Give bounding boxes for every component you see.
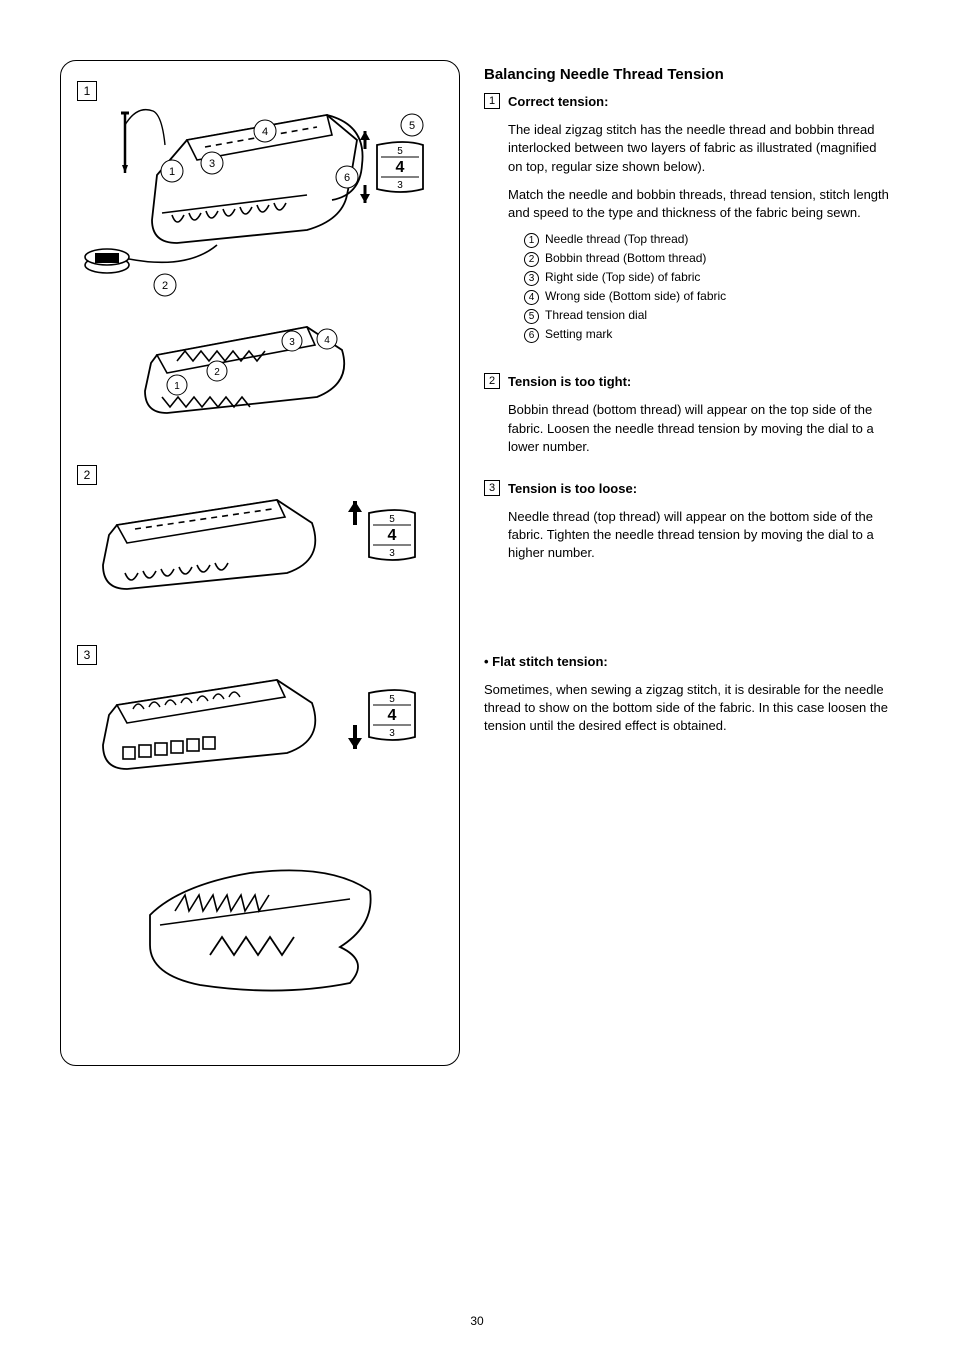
legend-item: 1Needle thread (Top thread) <box>524 232 894 248</box>
svg-text:5: 5 <box>389 694 395 705</box>
svg-text:6: 6 <box>344 172 350 184</box>
svg-text:5: 5 <box>397 146 403 157</box>
svg-text:2: 2 <box>162 280 168 292</box>
sec2-p2: Bobbin thread (bottom thread) will appea… <box>508 401 894 456</box>
figure-3: 3 <box>77 645 443 795</box>
figure-2-svg: 5 4 3 <box>77 485 437 615</box>
svg-text:4: 4 <box>388 527 397 544</box>
svg-text:2: 2 <box>214 367 220 378</box>
figures-panel: 1 <box>60 60 460 1066</box>
svg-text:4: 4 <box>396 159 405 176</box>
sec3-heading: Tension is too loose: <box>508 480 894 498</box>
svg-text:4: 4 <box>388 707 397 724</box>
figure-number-box: 1 <box>77 81 97 101</box>
legend-text: Bobbin thread (Bottom thread) <box>545 251 706 265</box>
svg-text:5: 5 <box>389 514 395 525</box>
svg-text:1: 1 <box>169 166 175 178</box>
legend-item: 6Setting mark <box>524 327 894 343</box>
legend-text: Needle thread (Top thread) <box>545 232 688 246</box>
svg-text:3: 3 <box>397 180 403 191</box>
page-title: Balancing Needle Thread Tension <box>484 66 894 83</box>
figure-3-svg: 5 4 3 <box>77 665 437 795</box>
legend-text: Thread tension dial <box>545 308 647 322</box>
figure-1-svg: 5 4 3 1 2 3 4 5 6 <box>77 85 437 305</box>
section-number: 2 <box>484 373 500 389</box>
text-column: Balancing Needle Thread Tension 1 Correc… <box>484 60 894 1066</box>
page: 1 <box>0 0 954 1106</box>
svg-text:1: 1 <box>174 381 180 392</box>
figure-1b-svg: 1 2 3 4 <box>117 305 397 435</box>
figure-1: 1 <box>77 81 443 435</box>
figure-2: 2 5 4 <box>77 465 443 615</box>
figure-flat-svg <box>120 835 400 1005</box>
flat-p: Sometimes, when sewing a zigzag stitch, … <box>484 681 894 736</box>
legend-item: 4Wrong side (Bottom side) of fabric <box>524 289 894 305</box>
sec3-p2: Needle thread (top thread) will appear o… <box>508 508 894 563</box>
svg-text:3: 3 <box>209 158 215 170</box>
section-number: 3 <box>484 480 500 496</box>
svg-text:3: 3 <box>389 728 395 739</box>
legend-item: 5Thread tension dial <box>524 308 894 324</box>
legend-text: Right side (Top side) of fabric <box>545 270 700 284</box>
svg-text:3: 3 <box>389 548 395 559</box>
section-3: 3 Tension is too loose: Needle thread (t… <box>484 480 894 573</box>
legend-item: 3Right side (Top side) of fabric <box>524 270 894 286</box>
section-number: 1 <box>484 93 500 109</box>
page-number: 30 <box>470 1314 483 1328</box>
section-1: 1 Correct tension: The ideal zigzag stit… <box>484 93 894 359</box>
sec1-heading: Correct tension: <box>508 93 894 111</box>
legend-list: 1Needle thread (Top thread) 2Bobbin thre… <box>524 232 894 343</box>
svg-text:3: 3 <box>289 337 295 348</box>
sec2-heading: Tension is too tight: <box>508 373 894 391</box>
svg-text:5: 5 <box>409 120 415 132</box>
svg-text:4: 4 <box>262 126 268 138</box>
sec1-p2: The ideal zigzag stitch has the needle t… <box>508 121 894 176</box>
legend-text: Wrong side (Bottom side) of fabric <box>545 289 726 303</box>
flat-heading: • Flat stitch tension: <box>484 653 894 671</box>
section-2: 2 Tension is too tight: Bobbin thread (b… <box>484 373 894 466</box>
legend-text: Setting mark <box>545 327 612 341</box>
legend-item: 2Bobbin thread (Bottom thread) <box>524 251 894 267</box>
figure-flat <box>77 835 443 1005</box>
figure-number-box: 2 <box>77 465 97 485</box>
svg-text:4: 4 <box>324 335 330 346</box>
sec1-p3: Match the needle and bobbin threads, thr… <box>508 186 894 222</box>
figure-number-box: 3 <box>77 645 97 665</box>
flat-section: • Flat stitch tension: Sometimes, when s… <box>484 653 894 736</box>
